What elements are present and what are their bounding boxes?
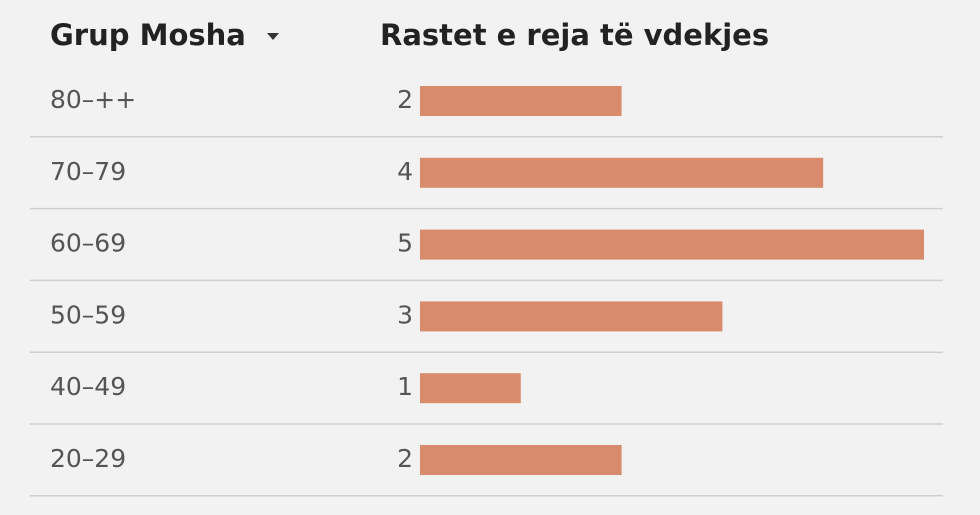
bar bbox=[420, 229, 924, 260]
death-count: 5 bbox=[397, 229, 413, 258]
age-group: 20–29 bbox=[50, 444, 126, 473]
death-count: 2 bbox=[397, 444, 413, 473]
age-group: 70–79 bbox=[50, 157, 126, 186]
death-count: 2 bbox=[397, 85, 413, 114]
bar bbox=[420, 373, 521, 404]
age-group: 60–69 bbox=[50, 229, 126, 258]
bar bbox=[420, 86, 622, 116]
sort-arrow[interactable] bbox=[267, 33, 279, 40]
age-group: 80–++ bbox=[50, 85, 136, 114]
death-count: 1 bbox=[397, 372, 413, 401]
bar bbox=[420, 157, 824, 188]
age-group: 50–59 bbox=[50, 300, 126, 329]
column-header: Rastet e reja të vdekjes bbox=[380, 18, 769, 52]
bar bbox=[420, 445, 622, 475]
death-count: 4 bbox=[397, 157, 413, 186]
death-count: 3 bbox=[397, 300, 413, 329]
column-header[interactable]: Grup Mosha bbox=[50, 18, 246, 52]
age-group: 40–49 bbox=[50, 372, 126, 401]
bar bbox=[420, 301, 723, 332]
